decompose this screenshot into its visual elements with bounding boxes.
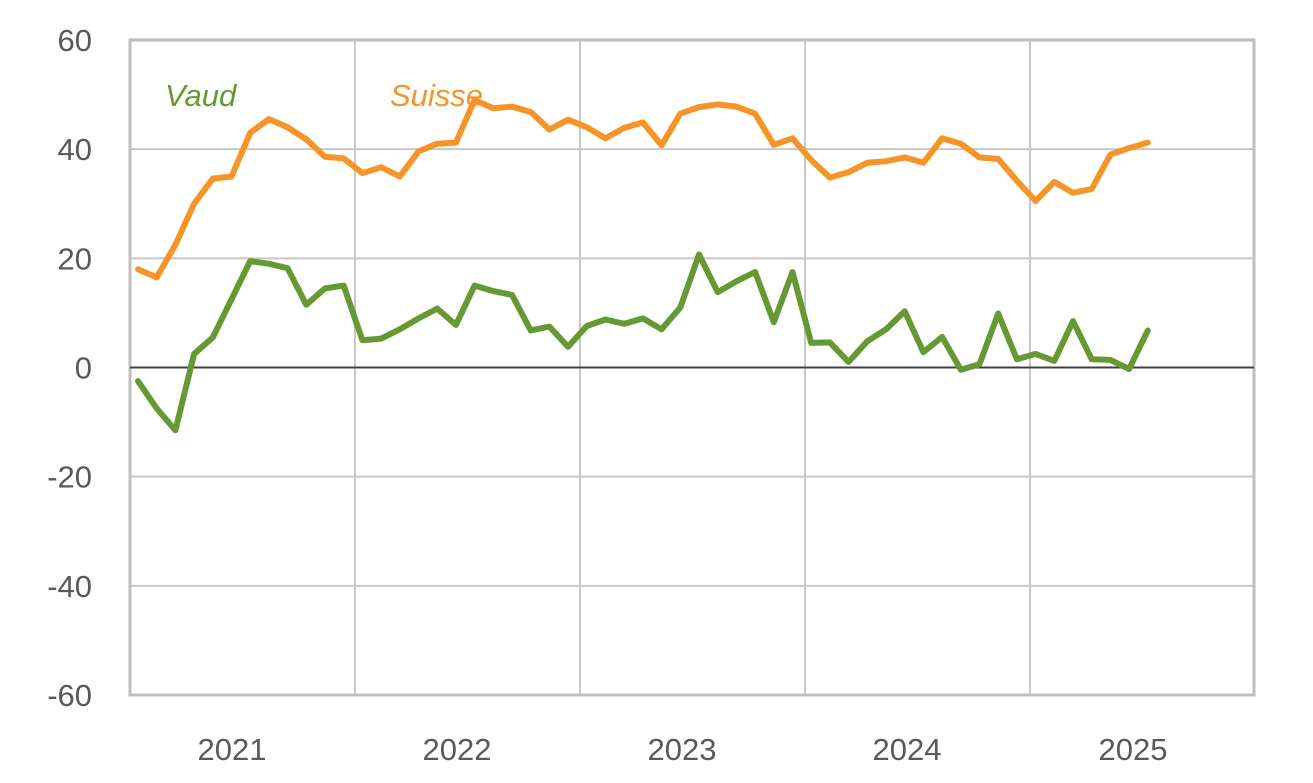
y-tick-label: 20: [58, 241, 92, 276]
y-tick-label: 40: [58, 132, 92, 167]
y-axis-tick-labels: 60 40 20 0 -20 -40 -60: [47, 23, 92, 713]
series-label-suisse: Suisse: [390, 78, 483, 113]
y-tick-label: -60: [47, 678, 92, 713]
x-tick-label: 2024: [873, 732, 942, 767]
y-tick-label: 60: [58, 23, 92, 58]
series-labels: Vaud Suisse: [165, 78, 483, 113]
x-axis-tick-labels: 2021 2022 2023 2024 2025: [198, 732, 1168, 767]
x-tick-label: 2022: [423, 732, 492, 767]
x-tick-label: 2025: [1099, 732, 1168, 767]
y-tick-label: -40: [47, 569, 92, 604]
y-tick-label: -20: [47, 460, 92, 495]
series-lines: [135, 97, 1151, 434]
series-line-suisse: [135, 97, 1151, 281]
series-line-vaud: [135, 251, 1151, 434]
x-tick-label: 2021: [198, 732, 267, 767]
x-tick-label: 2023: [648, 732, 717, 767]
series-label-vaud: Vaud: [165, 78, 238, 113]
y-tick-label: 0: [75, 351, 92, 386]
